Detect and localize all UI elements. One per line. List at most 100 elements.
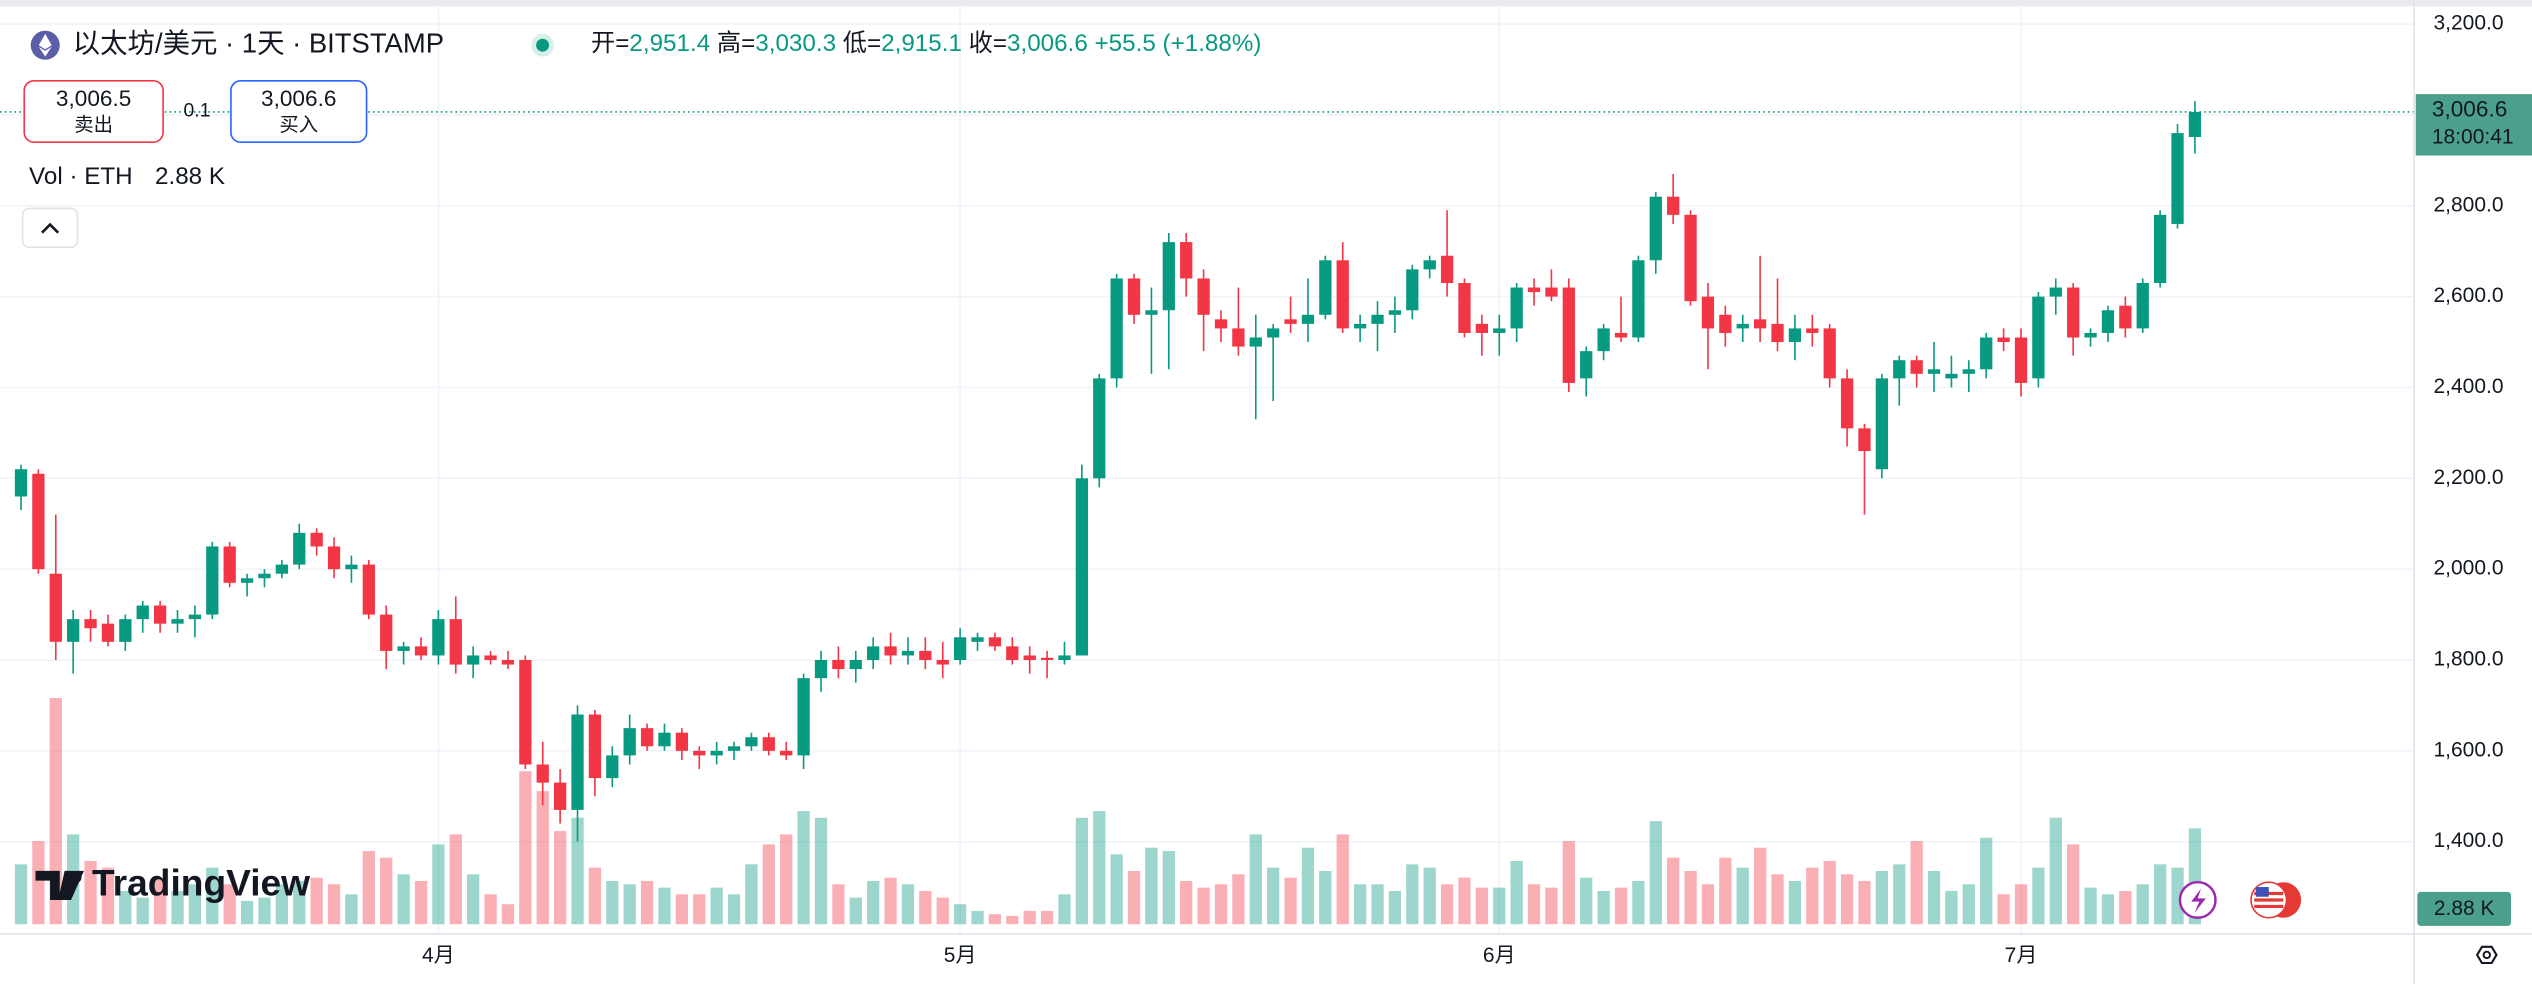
legend-key: 收= <box>969 31 1007 58</box>
volume-bar <box>1997 894 2010 925</box>
candle-body <box>397 646 410 651</box>
candle-body <box>553 782 567 810</box>
volume-bar <box>1701 884 1715 925</box>
volume-bar <box>327 884 341 925</box>
volume-bar <box>1162 851 1175 925</box>
candle-body <box>1214 319 1228 329</box>
buy-button[interactable] <box>230 79 368 143</box>
candle-body <box>1893 360 1906 379</box>
candle-body <box>1267 328 1280 338</box>
candle-body <box>1197 278 1210 315</box>
volume-bar <box>814 817 828 925</box>
volume-bar <box>310 877 323 925</box>
candle-body <box>1771 323 1784 343</box>
volume-bar <box>1093 811 1106 925</box>
candle-body <box>449 619 462 665</box>
candle-body <box>867 646 880 661</box>
volume-bar <box>640 880 654 925</box>
candle-body <box>1406 269 1419 311</box>
volume-bar <box>2049 817 2062 925</box>
collapse-chevron <box>41 222 60 234</box>
volume-value: 2.88 K <box>155 163 225 190</box>
volume-bar <box>1562 841 1575 925</box>
candle-body <box>1127 278 1141 315</box>
candle-body <box>467 655 480 665</box>
candle-body <box>519 660 532 765</box>
volume-bar <box>206 867 219 925</box>
candle-body <box>693 750 706 756</box>
candle-body <box>14 469 28 497</box>
volume-bar <box>2153 864 2167 925</box>
volume-bar <box>362 851 375 925</box>
buy-label: 买入 <box>279 114 318 136</box>
market-status-dot <box>536 38 550 52</box>
volume-bar <box>762 844 775 925</box>
volume-bar <box>780 834 793 925</box>
volume-bar <box>953 904 967 925</box>
volume-title: Vol · ETH <box>29 163 133 190</box>
candle-body <box>953 637 967 661</box>
candle-body <box>571 714 584 810</box>
volume-bar <box>153 877 167 925</box>
candle-body <box>119 619 132 642</box>
candle-body <box>1058 655 1071 661</box>
volume-bar <box>1945 890 1958 925</box>
volume-bar <box>727 894 741 925</box>
volume-bar <box>519 771 532 925</box>
volume-bar <box>293 880 306 925</box>
volume-bar <box>345 894 358 925</box>
sell-label: 卖出 <box>74 114 113 136</box>
volume-bar <box>1684 870 1697 925</box>
volume-bar <box>1580 877 1593 925</box>
logo-dot <box>70 871 82 884</box>
candle-body <box>606 755 619 779</box>
volume-bar <box>1858 880 1871 925</box>
candle-body <box>814 660 828 679</box>
candle-body <box>2049 287 2062 297</box>
volume-bar <box>1771 874 1784 925</box>
y-tick-label: 1,400.0 <box>2433 829 2503 852</box>
candle-body <box>1858 428 1871 452</box>
volume-bar <box>971 910 984 925</box>
candle-body <box>1927 369 1941 374</box>
candle-body <box>675 732 688 751</box>
last-price-badge <box>2415 94 2532 156</box>
volume-bar <box>745 864 758 925</box>
volume-bar <box>553 831 567 925</box>
candle-body <box>188 614 202 620</box>
volume-bar <box>797 811 810 925</box>
sell-price: 3,006.5 <box>56 86 131 111</box>
candle-body <box>2188 111 2202 137</box>
candle-body <box>293 532 306 565</box>
candle-body <box>414 646 428 656</box>
volume-bar <box>240 900 254 925</box>
x-tick-label: 7月 <box>2005 944 2038 967</box>
legend-key: 高= <box>717 31 755 58</box>
candle-body <box>1040 657 1054 661</box>
volume-bar <box>1075 817 1089 925</box>
candle-body <box>536 764 549 783</box>
candle-body <box>432 619 445 656</box>
settings-icon[interactable] <box>2475 945 2498 965</box>
candle-body <box>936 660 949 665</box>
candle-body <box>240 578 254 583</box>
candle-body <box>2136 282 2149 329</box>
grid <box>0 0 2415 934</box>
volume-bar <box>2032 867 2045 925</box>
spread: 0.1 <box>184 100 211 122</box>
volume-bar <box>258 897 271 925</box>
candle-body <box>1510 287 1523 329</box>
x-tick-label: 6月 <box>1483 944 1516 967</box>
candle-body <box>2101 310 2115 333</box>
candle-body <box>1475 323 1489 333</box>
y-tick-label: 2,600.0 <box>2433 284 2503 307</box>
collapse-button[interactable] <box>21 207 79 249</box>
volume-bar <box>501 904 515 925</box>
sell-button[interactable] <box>23 79 164 143</box>
volume-bar <box>1893 864 1906 925</box>
candle-body <box>832 660 845 670</box>
candle-body <box>1614 332 1628 338</box>
candle-body <box>1284 319 1297 324</box>
volume-bar <box>484 894 497 925</box>
